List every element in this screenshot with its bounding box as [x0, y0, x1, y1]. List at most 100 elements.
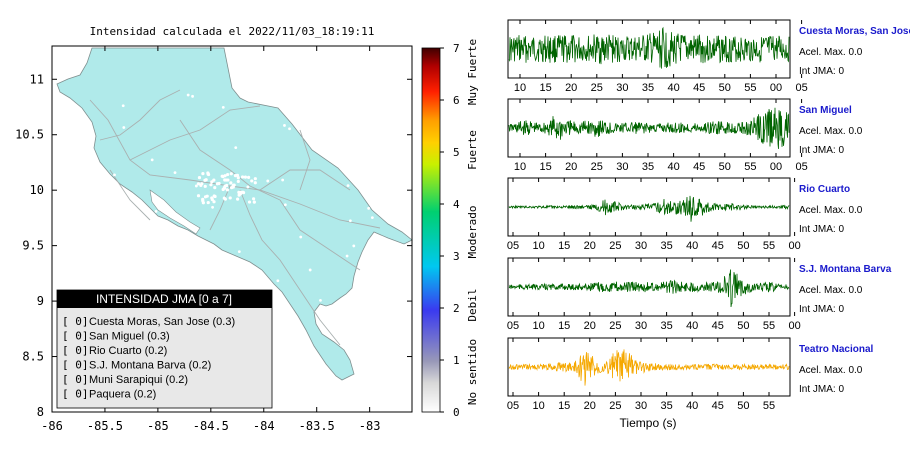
station-dot: [237, 250, 241, 254]
station-name: Rio Cuarto: [799, 184, 850, 195]
station-dot: [281, 178, 285, 182]
road-network: [89, 89, 381, 346]
station-dot: [243, 175, 248, 179]
panel-tick-label: 15: [539, 161, 551, 173]
station-dot: [308, 268, 312, 272]
map-y-tick-label: 8.5: [22, 350, 44, 364]
map-x-tick-label: -83: [359, 419, 381, 433]
map-y-tick-label: 8: [37, 405, 44, 419]
station-dot: [236, 197, 240, 201]
station-dot: [211, 205, 214, 209]
legend-entries: [ 0] Cuesta Moras, San Jose (0.3)[ 0] San …: [62, 315, 235, 401]
panel-tick-label: 10: [514, 82, 526, 94]
panel-tick-label: 35: [660, 400, 672, 412]
station-name: San Miguel: [799, 105, 852, 116]
station-dot: [122, 126, 126, 129]
int-jma: Int JMA: 0: [799, 66, 844, 77]
colorbar-category-labels: No sentido Debil Moderado Fuerte Muy Fuerte: [466, 39, 479, 405]
colorbar-category-label: Debil: [466, 288, 479, 321]
station-dot: [106, 226, 110, 230]
station-dot: [210, 196, 214, 200]
map-x-tick-label: -84: [253, 419, 275, 433]
panel-tick-label: 15: [539, 82, 551, 94]
station-dot: [212, 200, 216, 204]
legend-level: [ 0]: [62, 344, 89, 357]
panel-tick-label: 30: [616, 161, 628, 173]
legend-level: [ 0]: [62, 315, 89, 328]
station-dot: [204, 178, 208, 182]
panel-tick-label: 25: [609, 320, 621, 332]
station-markers: [106, 93, 374, 320]
panel-tick-label: 15: [558, 400, 570, 412]
legend-level: [ 0]: [62, 359, 89, 372]
map-y-tick-label: 11: [30, 72, 44, 86]
station-dot: [108, 178, 112, 181]
accel-max: Acel. Max. 0.0: [799, 365, 863, 376]
panel-tick-label: 35: [642, 161, 654, 173]
waveform-panel: 05 10 15 20 25 30 35 40 45 50 55 00 Rio Cuarto Acel. …: [507, 177, 863, 252]
panel-tick-label: 50: [719, 82, 731, 94]
panel-tick-label: 30: [635, 240, 647, 252]
map-y-axis: 8 8.5 9 9.5 10 10.5 11: [15, 72, 412, 419]
station-dot: [224, 258, 228, 262]
map-x-tick-label: -83.5: [299, 419, 335, 433]
panel-tick-label: 05: [795, 82, 807, 94]
station-dot: [225, 188, 230, 192]
panel-tick-label: 20: [565, 161, 577, 173]
colorbar-tick-label: 2: [453, 302, 460, 315]
station-dot: [206, 171, 210, 175]
station-dot: [348, 219, 352, 223]
panel-tick-label: 05: [507, 240, 519, 252]
station-dot: [276, 279, 280, 283]
legend-station: Muni Sarapiqui (0.2): [89, 374, 188, 386]
int-jma: Int JMA: 0: [799, 224, 844, 235]
station-dot: [209, 183, 213, 187]
waveform-trace: [508, 349, 790, 386]
panel-tick-label: 50: [719, 161, 731, 173]
waveform-panel: 10 15 20 25 30 35 40 45 50 55 00 05 San Miguel Acel. …: [507, 98, 863, 173]
station-dot: [231, 185, 235, 189]
station-dot: [288, 127, 291, 131]
map-frame: [51, 45, 413, 413]
map-x-tick-label: -86: [41, 419, 63, 433]
station-dot: [246, 185, 250, 189]
station-dot: [186, 93, 190, 97]
colorbar-tick-label: 6: [453, 94, 460, 107]
map-title: Intensidad calculada el 2022/11/03_18:19…: [90, 25, 375, 38]
panel-tick-label: 45: [693, 161, 705, 173]
station-dot: [225, 183, 229, 188]
int-jma: Int JMA: 0: [799, 384, 844, 395]
station-dot: [196, 194, 201, 198]
panel-tick-label: 50: [737, 400, 749, 412]
station-name: Cuesta Moras, San Jose: [799, 26, 910, 37]
map-x-tick-label: -85: [147, 419, 169, 433]
colorbar-tick-label: 4: [453, 198, 460, 211]
station-dot: [191, 94, 194, 98]
station-dot: [247, 200, 252, 204]
station-dot: [241, 190, 245, 194]
panel-tick-label: 25: [609, 240, 621, 252]
colorbar-tick-label: 1: [453, 354, 460, 367]
colorbar-tick-label: 0: [453, 406, 460, 419]
waveform-trace: [508, 269, 790, 308]
station-dot: [253, 181, 257, 185]
panel-tick-label: 00: [788, 240, 800, 252]
colorbar-gradient: [421, 47, 441, 413]
waveform-trace: [508, 195, 790, 222]
station-dot: [221, 175, 225, 179]
panel-tick-label: 20: [584, 320, 596, 332]
colorbar-category-label: Moderado: [466, 206, 479, 259]
panel-tick-label: 20: [565, 82, 577, 94]
panel-tick-label: 45: [712, 400, 724, 412]
station-dot: [233, 173, 238, 178]
station-dot: [206, 200, 210, 205]
time-axis-label: Tiempo (s): [620, 416, 677, 430]
station-dot: [212, 194, 216, 198]
intensity-colorbar: 0 1 2 3 4 5 6 7 No sentido Debil Moderado Fuerte Mu…: [421, 39, 479, 419]
panel-tick-label: 20: [584, 400, 596, 412]
station-dot: [224, 178, 228, 182]
map-x-tick-label: -84.5: [193, 419, 229, 433]
station-dot: [154, 209, 158, 213]
panel-tick-label: 40: [667, 161, 679, 173]
station-dot: [252, 197, 256, 201]
